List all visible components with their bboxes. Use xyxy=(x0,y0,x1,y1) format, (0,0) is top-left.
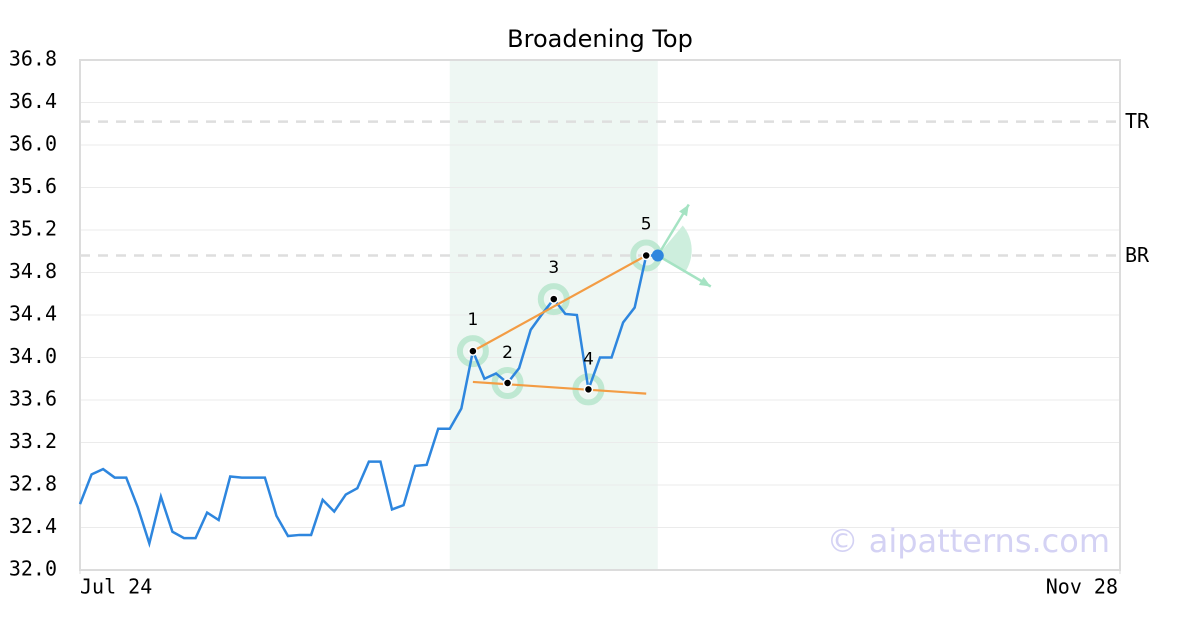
y-tick-label: 32.8 xyxy=(9,472,57,496)
arrow-head xyxy=(679,204,689,217)
pattern-point xyxy=(502,378,513,388)
y-tick-label: 32.0 xyxy=(9,557,57,581)
watermark: © aipatterns.com xyxy=(827,522,1110,560)
plot-frame xyxy=(79,59,1121,571)
pattern-label: 1 xyxy=(467,310,478,330)
pattern-label: 5 xyxy=(641,215,652,235)
pattern-point xyxy=(549,294,559,304)
y-tick-label: 34.8 xyxy=(9,259,57,283)
last-price xyxy=(651,249,664,262)
pattern-point xyxy=(583,384,594,395)
x-tick-label: Jul 24 xyxy=(80,575,152,599)
y-tick-label: 34.0 xyxy=(9,344,57,368)
price-line xyxy=(78,254,658,549)
x-tick-label: Nov 28 xyxy=(1046,575,1118,599)
level-label: BR xyxy=(1125,243,1150,267)
y-tick-label: 32.4 xyxy=(9,514,57,538)
pattern-point xyxy=(641,250,651,261)
y-tick-label: 36.8 xyxy=(9,47,57,71)
pattern-label: 4 xyxy=(583,349,594,369)
arrow-head xyxy=(698,276,711,287)
y-tick-label: 36.0 xyxy=(9,132,57,156)
pattern-label: 3 xyxy=(548,258,559,278)
y-tick-label: 35.2 xyxy=(9,217,57,241)
y-tick-label: 35.6 xyxy=(9,174,57,198)
pattern-point xyxy=(468,346,478,356)
y-tick-label: 36.4 xyxy=(9,89,57,113)
y-tick-label: 33.2 xyxy=(9,429,57,453)
level-label: TR xyxy=(1125,109,1150,133)
trendline xyxy=(472,380,647,395)
chart-title: Broadening Top xyxy=(507,25,693,53)
pattern-label: 2 xyxy=(502,343,513,363)
trendline xyxy=(472,254,647,353)
y-tick-label: 33.6 xyxy=(9,387,57,411)
pattern-halo xyxy=(456,335,489,368)
y-tick-label: 34.4 xyxy=(9,302,57,326)
